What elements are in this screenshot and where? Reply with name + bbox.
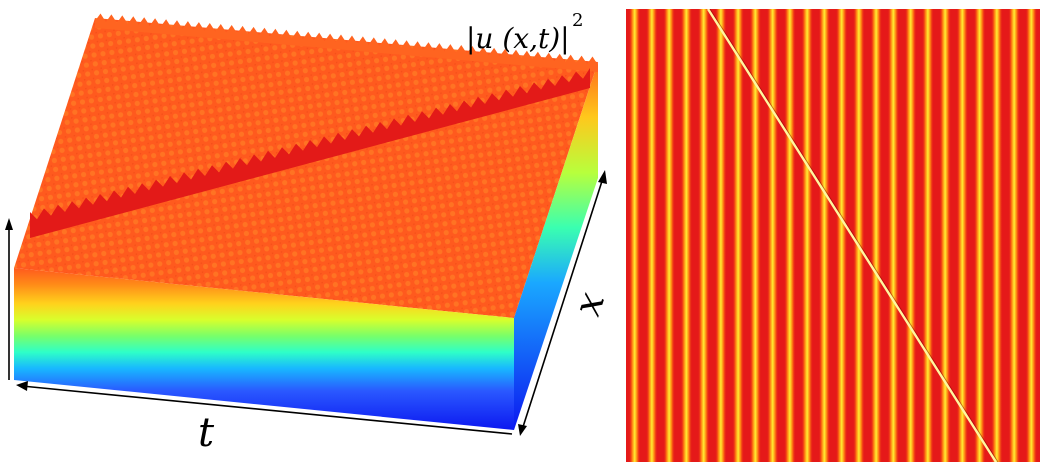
density-map-background <box>626 9 1040 462</box>
density-map <box>626 8 1040 463</box>
density-stripe <box>628 9 641 462</box>
density-stripe <box>663 9 675 462</box>
density-map-panel <box>626 8 1040 463</box>
density-stripe <box>853 9 865 462</box>
density-stripe <box>646 9 658 462</box>
z-axis-label-exponent: 2 <box>572 10 583 31</box>
density-stripe <box>749 9 762 462</box>
density-stripe <box>1008 9 1020 462</box>
t-axis-line <box>21 385 513 435</box>
defect-ridge <box>30 68 590 238</box>
z-axis-arrowhead <box>5 218 13 230</box>
x-axis-line <box>521 177 604 431</box>
density-stripe <box>887 9 900 462</box>
x-axis-arrowhead <box>598 170 607 184</box>
density-stripe <box>1025 9 1038 462</box>
defect-ridge-peaks <box>30 68 590 238</box>
surface-plot: |u (x,t)| 2 t x <box>5 10 613 456</box>
density-stripes <box>628 9 1038 462</box>
x-axis-arrowhead-bottom <box>518 424 527 436</box>
density-stripe <box>956 9 969 462</box>
surface-top-ripples <box>95 13 598 72</box>
density-stripe <box>973 9 986 462</box>
density-stripe <box>715 9 727 462</box>
surface-plot-panel: |u (x,t)| 2 t x <box>5 10 613 456</box>
density-stripe <box>680 9 693 462</box>
surface-front-face <box>14 268 514 430</box>
x-axis-label: x <box>565 287 613 321</box>
density-stripe <box>784 9 796 462</box>
density-stripe <box>697 9 710 462</box>
density-stripe <box>939 9 951 462</box>
t-axis-arrowhead <box>16 381 28 391</box>
density-stripe <box>870 9 882 462</box>
t-axis-label: t <box>198 410 215 456</box>
density-stripe <box>818 9 831 462</box>
density-stripe <box>835 9 848 462</box>
z-axis-label: |u (x,t)| <box>466 22 570 55</box>
density-stripe <box>732 9 744 462</box>
density-stripe <box>904 9 917 462</box>
surface-top <box>14 18 598 318</box>
surface-edge-peaks <box>95 13 598 72</box>
density-stripe <box>922 9 934 462</box>
density-stripe <box>766 9 779 462</box>
surface-right-face <box>514 62 598 430</box>
density-defect-line <box>706 8 998 463</box>
density-defect-shadow <box>709 8 999 463</box>
density-stripe <box>991 9 1003 462</box>
density-stripe <box>801 9 813 462</box>
